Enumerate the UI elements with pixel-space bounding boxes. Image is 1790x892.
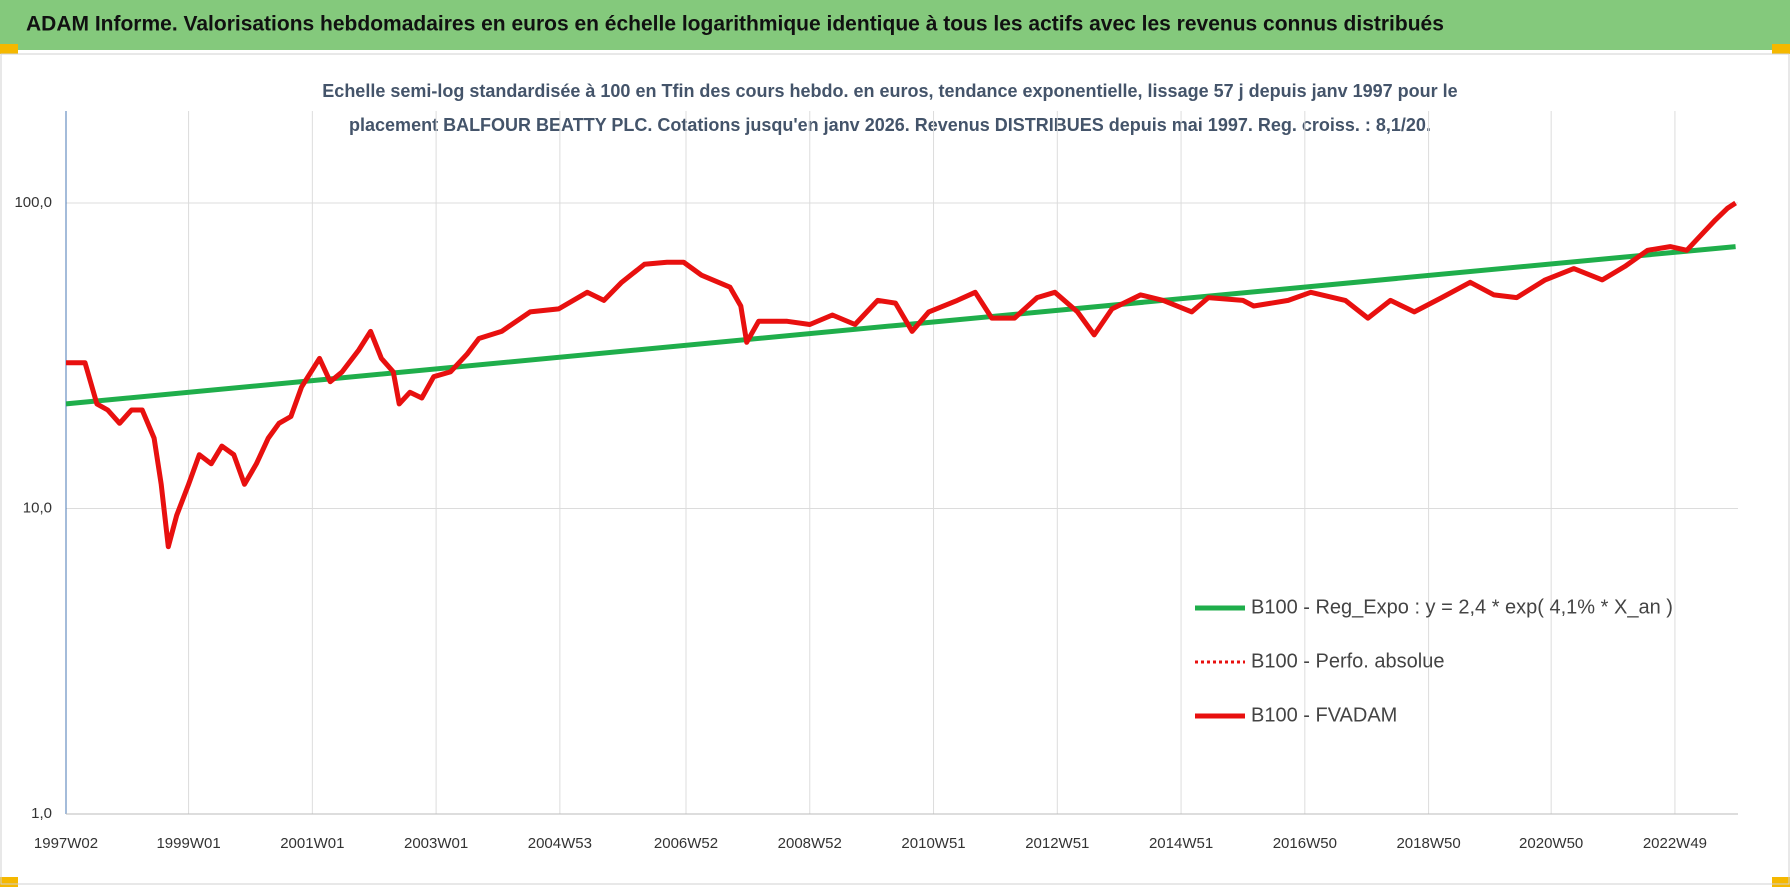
x-tick-label: 2014W51 [1149,835,1213,852]
header-bar [0,0,1790,50]
x-tick-label: 2010W51 [901,835,965,852]
corner [1772,44,1790,54]
frame [0,53,1790,885]
y-tick-label: 10,0 [23,499,52,516]
corner [1772,877,1790,887]
legend-label: B100 - FVADAM [1251,704,1397,726]
x-tick-label: 2020W50 [1519,835,1583,852]
x-tick-label: 2006W52 [654,835,718,852]
x-tick-label: 2016W50 [1273,835,1337,852]
x-tick-label: 2012W51 [1025,835,1089,852]
header-title: ADAM Informe. Valorisations hebdomadaire… [26,13,1444,36]
x-tick-label: 2003W01 [404,835,468,852]
y-tick-label: 100,0 [14,194,52,211]
x-tick-label: 2022W49 [1643,835,1707,852]
chart-title: Echelle semi-log standardisée à 100 en T… [322,81,1457,101]
corner [0,44,18,54]
series-line [66,200,1737,550]
series-line [65,244,1736,407]
x-tick-label: 2001W01 [280,835,344,852]
chart-title: placement BALFOUR BEATTY PLC. Cotations … [349,115,1431,135]
x-tick-label: 2018W50 [1396,835,1460,852]
legend-label: B100 - Reg_Expo : y = 2,4 * exp( 4,1% * … [1251,596,1673,618]
x-tick-label: 1997W02 [34,835,98,852]
x-tick-label: 2004W53 [528,835,592,852]
x-tick-label: 1999W01 [156,835,220,852]
legend-label: B100 - Perfo. absolue [1251,650,1444,672]
y-tick-label: 1,0 [31,805,52,822]
x-tick-label: 2008W52 [778,835,842,852]
corner [0,877,18,887]
